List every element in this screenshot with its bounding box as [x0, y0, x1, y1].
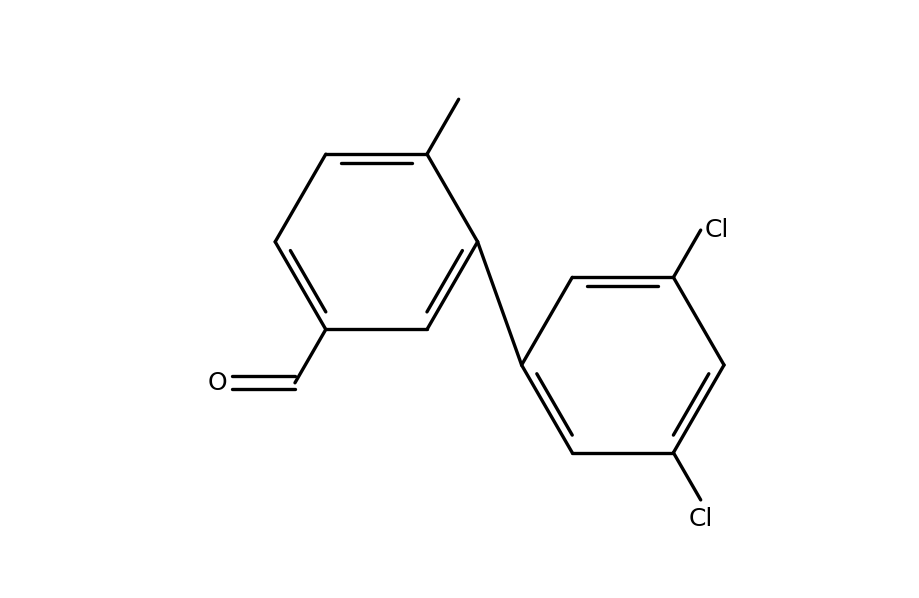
Text: Cl: Cl [687, 507, 712, 531]
Text: Cl: Cl [704, 218, 729, 242]
Text: O: O [208, 371, 227, 395]
